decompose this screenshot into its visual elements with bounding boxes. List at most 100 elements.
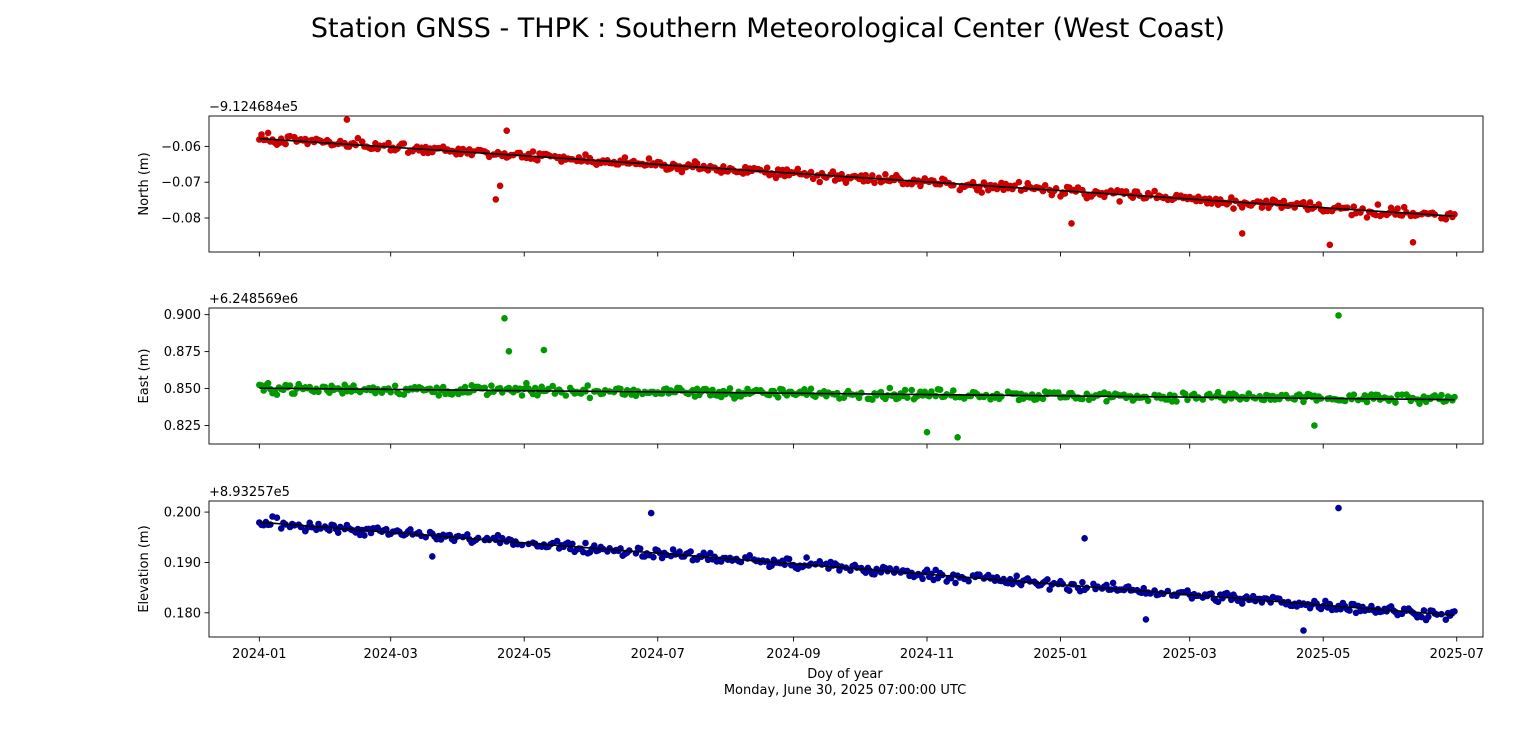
data-point-outlier [429,553,436,560]
data-point [341,381,349,389]
data-point [855,394,863,402]
data-point [1214,388,1222,396]
plot-frame [208,307,1484,445]
data-point [584,382,591,389]
data-point [862,171,869,179]
data-point [952,579,959,587]
data-point-outlier [1300,627,1307,634]
data-point [569,540,576,548]
data-point [1066,587,1073,594]
x-tick-label: 2024-03 [364,647,418,662]
data-point [1140,584,1147,592]
data-point [439,383,447,391]
data-point [1055,389,1062,396]
data-point [518,392,526,399]
data-point [1173,398,1180,405]
data-point-outlier [492,196,500,203]
trend-line [259,137,1455,218]
data-point [385,139,392,147]
data-point-outlier [343,116,351,123]
data-point [1431,392,1439,399]
data-point [886,384,894,392]
data-point [1061,190,1069,197]
data-point [1394,205,1401,212]
data-point [621,154,629,161]
data-point [1184,396,1191,404]
data-point [774,394,782,401]
data-point [829,168,837,175]
x-tick-label: 2024-07 [631,647,685,662]
data-point [936,386,944,394]
panel-north: −0.06 −0.07 −0.08 −9.124684e5 North (m) [137,100,1484,257]
data-point-outlier [1081,535,1088,542]
data-point [950,387,957,394]
data-point [1044,576,1051,583]
data-point [1306,199,1314,206]
data-point-outlier [501,315,508,322]
data-point [315,388,322,396]
trend-line [259,387,1455,401]
data-point-outlier [647,509,655,517]
data-point [361,532,368,539]
data-point [400,140,408,147]
data-point [858,389,865,397]
y-tick-label: 0.900 [164,308,201,323]
y-tick-label: −0.08 [161,212,201,227]
data-point [904,394,911,402]
data-point [1230,205,1237,212]
data-point [645,155,653,162]
data-point [763,164,771,172]
data-point [785,555,793,563]
y-tick-label: 0.200 [164,506,201,521]
x-tick-label: 2025-03 [1163,647,1217,662]
data-point [258,131,265,138]
y-tick-label: −0.07 [161,176,201,191]
data-point [617,385,624,393]
series-north [255,116,1458,249]
data-point [965,577,972,585]
data-point [1039,395,1047,403]
data-point [277,525,285,532]
data-point [1182,390,1189,398]
data-point [461,383,469,391]
data-point [1346,607,1353,614]
x-axis-label: Doy of year [807,667,883,682]
data-point [562,392,570,399]
y-tick-label: 0.190 [164,556,201,571]
data-point [1350,391,1358,399]
data-point [474,534,482,542]
data-point [1013,572,1020,580]
x-tick-label: 2024-01 [232,647,286,662]
data-point [326,527,333,534]
data-point [869,396,876,404]
data-point [407,526,414,533]
subplots: −0.06 −0.07 −0.08 −9.124684e5 North (m) 0.900… [137,100,1484,662]
data-point [387,388,395,396]
data-point [707,549,714,557]
data-point [1122,188,1130,195]
data-point [1374,201,1382,208]
data-point [1083,584,1091,592]
x-tick-label: 2025-01 [1033,647,1087,662]
x-tick-label: 2025-07 [1430,647,1484,662]
data-point [978,189,985,196]
data-point [932,392,939,400]
data-point [1442,216,1450,223]
data-point [488,382,495,390]
data-point [976,571,983,578]
x-tick-label: 2024-11 [900,647,954,662]
data-point-outlier [1311,422,1318,429]
data-point [549,382,556,390]
data-point [1451,393,1458,401]
data-point [286,382,294,389]
data-point [1263,197,1270,205]
data-point [636,545,644,552]
axis-offset-label: −9.124684e5 [209,100,298,115]
data-point [1109,579,1117,587]
data-point [869,172,876,179]
x-tick-label: 2024-05 [497,647,551,662]
data-point [1363,398,1371,406]
data-point [650,553,657,561]
y-tick-label: 0.180 [164,606,201,621]
